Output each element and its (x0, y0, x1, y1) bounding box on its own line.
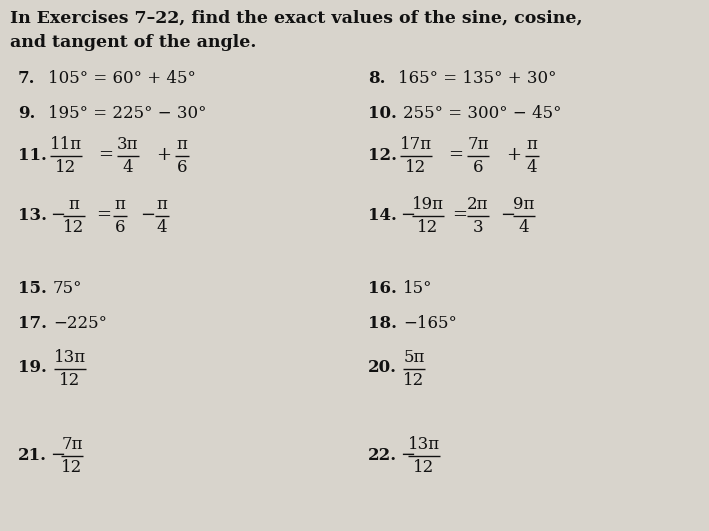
Text: 6: 6 (177, 159, 187, 176)
Text: 15°: 15° (403, 280, 432, 297)
Text: 4: 4 (527, 159, 537, 176)
Text: 10.: 10. (368, 105, 397, 122)
Text: 75°: 75° (53, 280, 82, 297)
Text: =: = (452, 206, 467, 224)
Text: 165° = 135° + 30°: 165° = 135° + 30° (398, 70, 557, 87)
Text: 12: 12 (55, 159, 77, 176)
Text: =: = (448, 146, 463, 164)
Text: 13.: 13. (18, 207, 47, 224)
Text: 6: 6 (473, 159, 484, 176)
Text: 5π: 5π (403, 349, 425, 366)
Text: 22.: 22. (368, 447, 397, 464)
Text: 17.: 17. (18, 315, 47, 332)
Text: −225°: −225° (53, 315, 107, 332)
Text: 12: 12 (62, 459, 83, 476)
Text: 12: 12 (413, 459, 435, 476)
Text: 15.: 15. (18, 280, 47, 297)
Text: −: − (140, 206, 155, 224)
Text: 4: 4 (123, 159, 133, 176)
Text: 12.: 12. (368, 147, 397, 164)
Text: 9.: 9. (18, 105, 35, 122)
Text: 11π: 11π (50, 136, 82, 153)
Text: 14.: 14. (368, 207, 397, 224)
Text: 16.: 16. (368, 280, 397, 297)
Text: 20.: 20. (368, 359, 397, 376)
Text: =: = (96, 206, 111, 224)
Text: −: − (50, 206, 65, 224)
Text: −: − (50, 446, 65, 464)
Text: π: π (115, 196, 125, 213)
Text: 9π: 9π (513, 196, 535, 213)
Text: =: = (98, 146, 113, 164)
Text: 4: 4 (519, 219, 530, 236)
Text: 3: 3 (473, 219, 484, 236)
Text: 12: 12 (63, 219, 84, 236)
Text: 4: 4 (157, 219, 167, 236)
Text: π: π (69, 196, 79, 213)
Text: 7π: 7π (61, 436, 83, 453)
Text: 6: 6 (115, 219, 125, 236)
Text: 13π: 13π (54, 349, 86, 366)
Text: −: − (500, 206, 515, 224)
Text: 17π: 17π (400, 136, 432, 153)
Text: 255° = 300° − 45°: 255° = 300° − 45° (403, 105, 562, 122)
Text: 2π: 2π (467, 196, 489, 213)
Text: π: π (157, 196, 167, 213)
Text: 19.: 19. (18, 359, 47, 376)
Text: 7.: 7. (18, 70, 35, 87)
Text: −165°: −165° (403, 315, 457, 332)
Text: −: − (400, 446, 415, 464)
Text: 105° = 60° + 45°: 105° = 60° + 45° (48, 70, 196, 87)
Text: 7π: 7π (467, 136, 489, 153)
Text: 13π: 13π (408, 436, 440, 453)
Text: 19π: 19π (412, 196, 444, 213)
Text: 195° = 225° − 30°: 195° = 225° − 30° (48, 105, 206, 122)
Text: +: + (506, 146, 521, 164)
Text: −: − (400, 206, 415, 224)
Text: 12: 12 (60, 372, 81, 389)
Text: 12: 12 (418, 219, 439, 236)
Text: and tangent of the angle.: and tangent of the angle. (10, 34, 257, 51)
Text: π: π (177, 136, 187, 153)
Text: 8.: 8. (368, 70, 386, 87)
Text: 11.: 11. (18, 147, 47, 164)
Text: +: + (156, 146, 171, 164)
Text: π: π (527, 136, 537, 153)
Text: 21.: 21. (18, 447, 47, 464)
Text: 3π: 3π (117, 136, 139, 153)
Text: 18.: 18. (368, 315, 397, 332)
Text: 12: 12 (406, 159, 427, 176)
Text: 12: 12 (403, 372, 425, 389)
Text: In Exercises 7–22, find the exact values of the sine, cosine,: In Exercises 7–22, find the exact values… (10, 10, 583, 27)
